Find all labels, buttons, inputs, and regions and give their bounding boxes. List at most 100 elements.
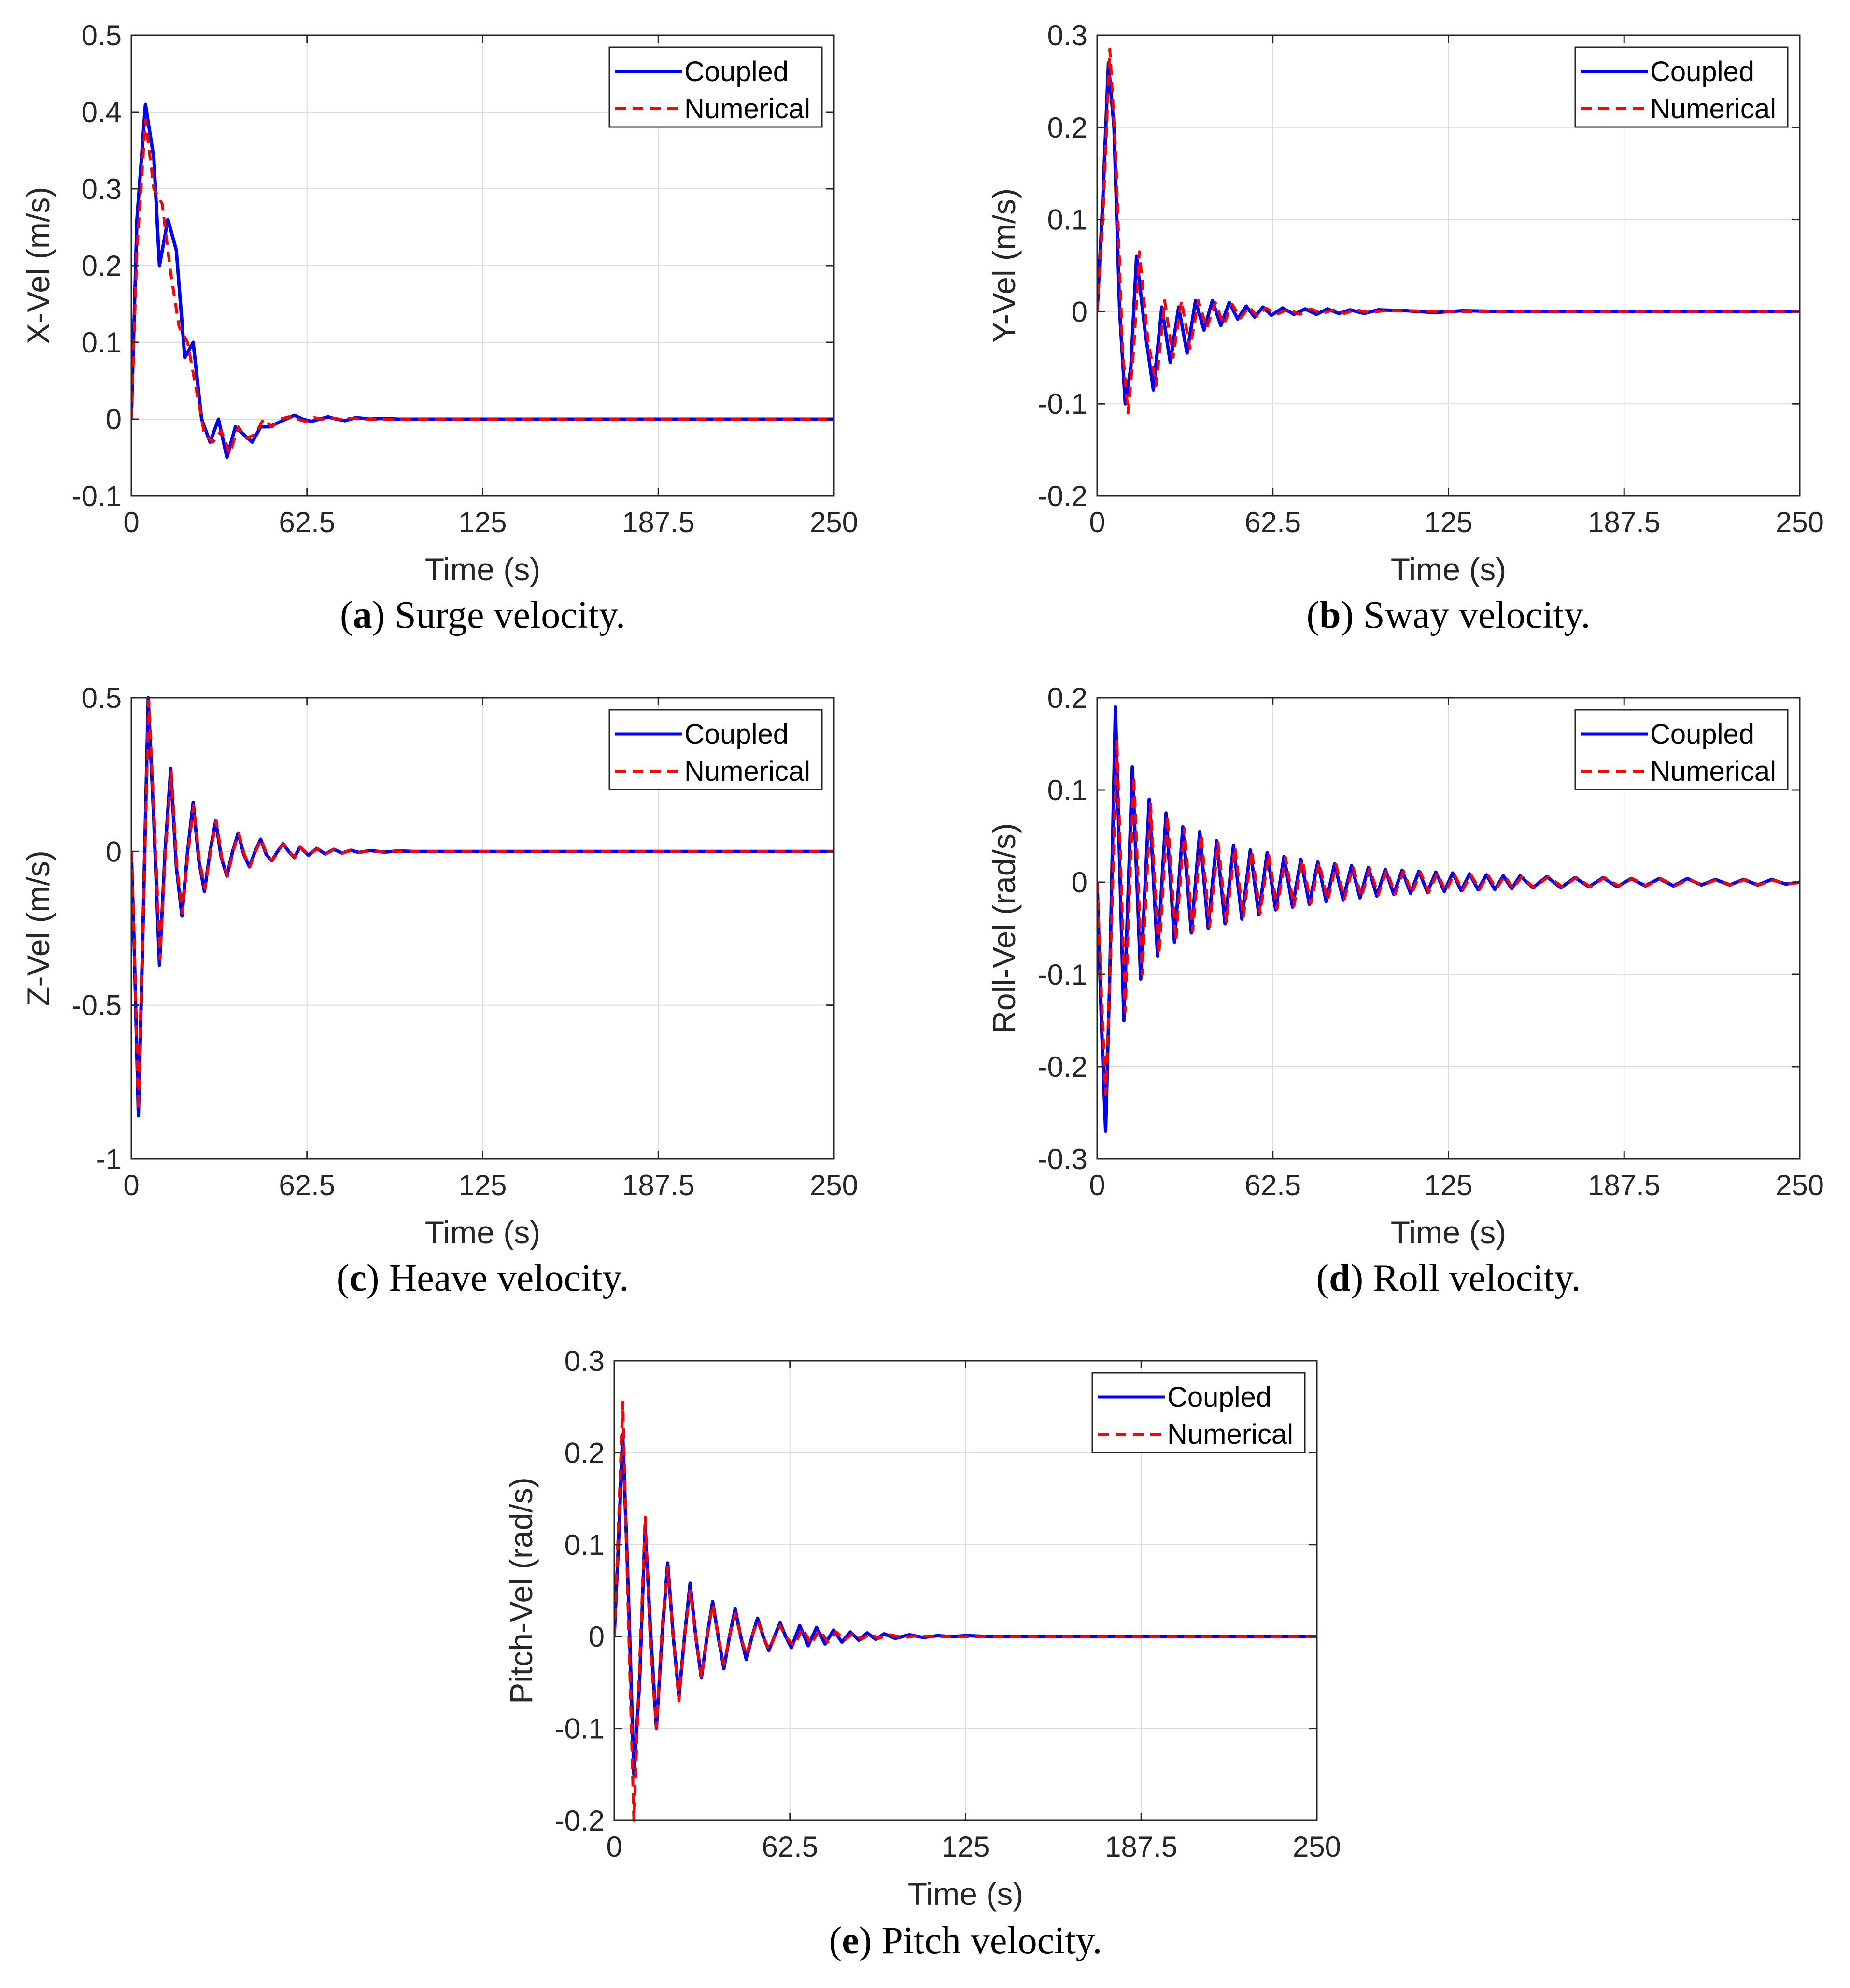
panel-d-ytick-label-0: -0.3 (1038, 1143, 1087, 1175)
panel-c-legend: Coupled Numerical (608, 709, 823, 790)
panel-b-caption-close: ) (1341, 594, 1354, 636)
panel-b-series-coupled-line (1097, 61, 1800, 406)
panel-d-xtick-label-4: 250 (1776, 1169, 1824, 1201)
panel-e-caption: (e) Pitch velocity. (829, 1919, 1102, 1962)
panel-d-caption-letter: d (1329, 1257, 1351, 1299)
panel-d-xlabel: Time (s) (1391, 1214, 1507, 1250)
panel-b-ytick-label-3: 0.1 (1047, 204, 1087, 236)
panel-b-legend-label-numerical: Numerical (1650, 93, 1776, 125)
panel-c-caption-text: Heave velocity. (380, 1257, 629, 1299)
panel-a-caption-open: ( (340, 594, 353, 636)
panel-b-xtick-label-0: 0 (1089, 506, 1105, 538)
panel-b-xtick-label-1: 62.5 (1244, 506, 1301, 538)
panel-e-xtick-label-4: 250 (1293, 1831, 1341, 1863)
panel-b-xlabel: Time (s) (1391, 551, 1507, 587)
panel-b-xtick-label-4: 250 (1776, 506, 1824, 538)
panel-e-ytick-label-3: 0.1 (565, 1529, 605, 1561)
panel-d-legend: Coupled Numerical (1574, 709, 1789, 790)
panel-e-ytick-label-2: 0 (589, 1621, 605, 1653)
panel-c-legend-label-numerical: Numerical (684, 756, 810, 787)
panel-b-ytick-label-5: 0.3 (1047, 19, 1087, 52)
panel-e-xlabel: Time (s) (908, 1876, 1024, 1912)
panel-a-series-coupled-line (131, 102, 834, 459)
panel-b-legend: Coupled Numerical (1574, 46, 1789, 128)
panel-b-xtick-label-2: 125 (1424, 506, 1472, 538)
panel-d-xtick-label-3: 187.5 (1588, 1169, 1660, 1201)
panel-d-ytick-label-2: -0.1 (1038, 959, 1087, 991)
panel-a-ytick-label-0: -0.1 (72, 480, 122, 512)
panel-a-legend-box (608, 46, 823, 128)
panel-b-caption-text: Sway velocity. (1354, 594, 1590, 636)
panel-d-ytick-label-5: 0.2 (1047, 682, 1087, 714)
panel-a-caption-text: Surge velocity. (385, 594, 625, 636)
panel-e-ylabel: Pitch-Vel (rad/s) (503, 1477, 539, 1704)
panel-a-ytick-label-4: 0.3 (82, 173, 122, 205)
panel-c-caption: (c) Heave velocity. (337, 1257, 629, 1299)
panel-e-legend-label-numerical: Numerical (1167, 1419, 1293, 1450)
panel-e-xtick-label-2: 125 (941, 1831, 989, 1863)
panel-e-xtick-label-0: 0 (606, 1831, 622, 1863)
panel-d-caption: (d) Roll velocity. (1316, 1257, 1581, 1299)
panel-b-legend-label-coupled: Coupled (1650, 56, 1754, 87)
panel-e-xtick-label-3: 187.5 (1105, 1831, 1177, 1863)
panel-a-ytick-label-1: 0 (106, 403, 122, 436)
panel-e-ytick-label-4: 0.2 (565, 1437, 605, 1469)
panel-a-caption: (a) Surge velocity. (340, 594, 625, 636)
panel-a-xtick-label-4: 250 (810, 506, 858, 538)
panel-a-ylabel: X-Vel (m/s) (20, 187, 56, 344)
panel-a-legend-label-coupled: Coupled (684, 56, 789, 87)
panel-c-xtick-label-0: 0 (123, 1169, 139, 1201)
panel-c: 0 62.5 125 187.5 250 -1 -0.5 0 0.5 Time (s) Z-Vel … (20, 682, 858, 1299)
panel-d-legend-box (1574, 709, 1789, 790)
panel-e-legend-label-coupled: Coupled (1167, 1382, 1271, 1413)
panel-c-legend-label-coupled: Coupled (684, 719, 789, 750)
panel-c-ytick-label-0: -1 (96, 1143, 122, 1175)
panel-c-caption-close: ) (367, 1257, 380, 1299)
panel-a-legend-label-numerical: Numerical (684, 93, 810, 125)
panel-d-caption-close: ) (1351, 1257, 1364, 1299)
panel-c-ylabel: Z-Vel (m/s) (20, 850, 56, 1006)
panel-d-ylabel: Roll-Vel (rad/s) (986, 823, 1022, 1033)
panel-d-xtick-label-0: 0 (1089, 1169, 1105, 1201)
panel-e-ytick-label-1: -0.1 (555, 1713, 605, 1745)
panel-b-series-numerical-line (1097, 47, 1800, 415)
panel-c-caption-open: ( (337, 1257, 350, 1299)
panel-d-legend-label-numerical: Numerical (1650, 756, 1776, 787)
panel-d-ytick-label-3: 0 (1072, 866, 1087, 899)
panel-e-caption-close: ) (859, 1919, 872, 1962)
panel-b-ytick-label-4: 0.2 (1047, 112, 1087, 144)
panel-e-caption-open: ( (829, 1919, 842, 1962)
panel-b-caption: (b) Sway velocity. (1306, 594, 1590, 636)
panel-b-caption-open: ( (1306, 594, 1319, 636)
panel-b-ytick-label-2: 0 (1072, 296, 1087, 328)
panel-e-xtick-label-1: 62.5 (762, 1831, 818, 1863)
panel-b-ytick-label-1: -0.1 (1038, 388, 1087, 420)
panel-a-xtick-label-2: 125 (458, 506, 507, 538)
panel-c-xtick-label-3: 187.5 (622, 1169, 694, 1201)
panel-c-xlabel: Time (s) (425, 1214, 541, 1250)
panel-c-legend-box (608, 709, 823, 790)
panel-e-legend: Coupled Numerical (1091, 1372, 1306, 1453)
panel-c-ytick-label-1: -0.5 (72, 989, 122, 1022)
panel-a-ytick-label-3: 0.2 (82, 250, 122, 282)
panel-a-ytick-label-2: 0.1 (82, 326, 122, 359)
panel-b: 0 62.5 125 187.5 250 -0.2 -0.1 0 0.1 0.2 0.3 Time (… (986, 19, 1824, 636)
panel-e-series-numerical-line (614, 1400, 1317, 1822)
panel-a-ytick-label-6: 0.5 (82, 19, 122, 52)
panel-c-xtick-label-2: 125 (458, 1169, 507, 1201)
panel-a-xlabel: Time (s) (425, 551, 541, 587)
subplot-panels: 0 62.5 125 187.5 250-0.100.10.20.30.40.5Time… (20, 19, 1824, 1962)
panel-e-ytick-label-0: -0.2 (555, 1805, 605, 1837)
panel-c-ytick-label-3: 0.5 (82, 682, 122, 714)
panel-c-xtick-label-4: 250 (810, 1169, 858, 1201)
panel-b-caption-letter: b (1319, 594, 1341, 636)
panel-d-caption-text: Roll velocity. (1363, 1257, 1581, 1299)
panel-d-xtick-label-2: 125 (1424, 1169, 1472, 1201)
panel-d: 0 62.5 125 187.5 250 -0.3 -0.2 -0.1 0 0.1 0.2 Time … (986, 682, 1824, 1299)
panel-a-xtick-label-0: 0 (123, 506, 139, 538)
panel-a-legend: Coupled Numerical (608, 46, 823, 128)
panel-a-caption-close: ) (372, 594, 385, 636)
panel-a-xtick-label-3: 187.5 (622, 506, 694, 538)
panel-d-caption-open: ( (1316, 1257, 1329, 1299)
